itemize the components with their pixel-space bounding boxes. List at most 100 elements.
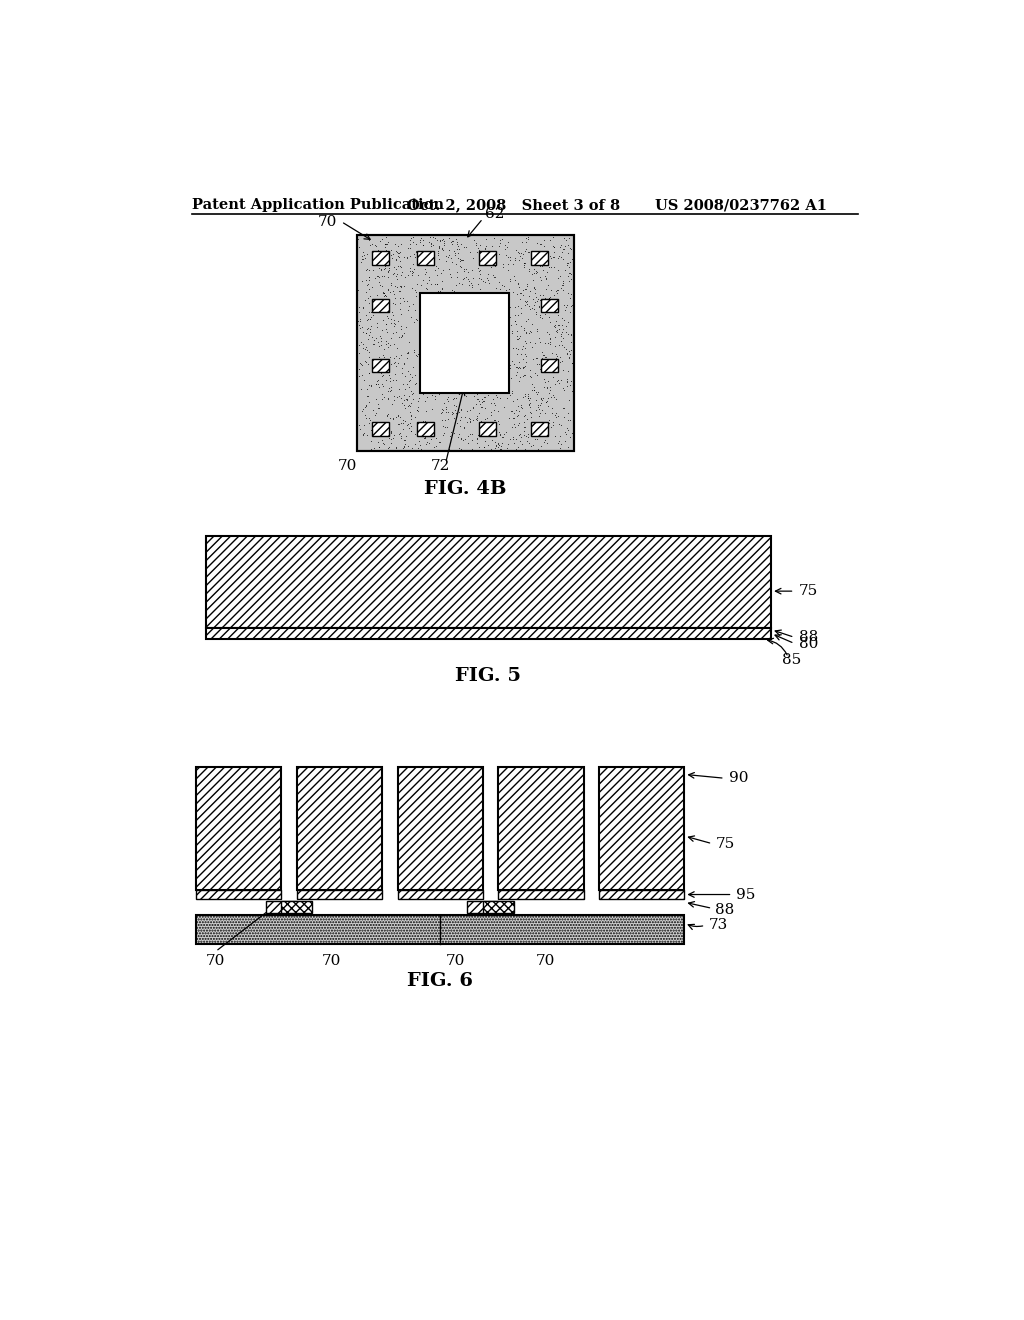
Point <box>464 337 480 358</box>
Point <box>431 282 447 304</box>
Point <box>408 345 424 366</box>
Point <box>469 429 485 450</box>
Point <box>453 438 469 459</box>
Point <box>436 296 453 317</box>
Point <box>411 285 427 306</box>
Point <box>551 265 567 286</box>
Point <box>549 298 565 319</box>
Point <box>385 409 401 430</box>
Point <box>459 400 475 421</box>
Point <box>497 235 513 256</box>
Point <box>451 315 467 337</box>
Point <box>376 433 392 454</box>
Point <box>535 424 551 445</box>
Point <box>383 272 399 293</box>
Point <box>456 321 472 342</box>
Point <box>351 352 368 374</box>
Point <box>472 393 488 414</box>
Point <box>450 297 466 318</box>
Point <box>449 412 465 433</box>
Point <box>408 424 424 445</box>
Point <box>379 321 395 342</box>
Point <box>548 348 564 370</box>
Point <box>522 403 539 424</box>
Point <box>542 228 558 249</box>
Point <box>391 243 408 264</box>
Point <box>538 371 554 392</box>
Point <box>423 372 439 393</box>
Point <box>388 387 404 408</box>
Point <box>507 305 523 326</box>
Point <box>557 260 573 281</box>
Point <box>436 360 453 381</box>
Point <box>430 338 446 359</box>
Point <box>358 275 375 296</box>
Bar <box>397 767 483 890</box>
Point <box>351 236 368 257</box>
Point <box>375 289 391 310</box>
Point <box>555 275 571 296</box>
Point <box>384 248 400 269</box>
Point <box>553 414 569 436</box>
Point <box>439 302 456 323</box>
Point <box>540 371 556 392</box>
Point <box>515 387 531 408</box>
Point <box>461 271 477 292</box>
Point <box>492 434 508 455</box>
Point <box>488 378 505 399</box>
Point <box>543 247 559 268</box>
Point <box>450 242 466 263</box>
Point <box>547 374 563 395</box>
Point <box>414 319 430 341</box>
Point <box>539 433 555 454</box>
Point <box>479 268 496 289</box>
Point <box>535 359 551 380</box>
Point <box>427 389 443 411</box>
Point <box>529 321 546 342</box>
Point <box>393 304 410 325</box>
Point <box>520 227 537 248</box>
Point <box>398 389 415 411</box>
Point <box>518 346 535 367</box>
Point <box>445 240 462 261</box>
Point <box>502 271 518 292</box>
Point <box>402 416 419 437</box>
Point <box>503 367 519 388</box>
Point <box>373 418 389 440</box>
Point <box>549 280 565 301</box>
Point <box>554 335 570 356</box>
Point <box>374 374 390 395</box>
Point <box>380 437 396 458</box>
Point <box>460 425 476 446</box>
Point <box>373 363 389 384</box>
Point <box>446 343 463 364</box>
Point <box>423 234 439 255</box>
Point <box>370 265 386 286</box>
Point <box>395 418 412 440</box>
Point <box>480 338 497 359</box>
Point <box>411 333 427 354</box>
Point <box>386 315 402 337</box>
Point <box>531 405 548 426</box>
Point <box>552 437 568 458</box>
Point <box>365 334 381 355</box>
Point <box>556 397 572 418</box>
Point <box>387 249 403 271</box>
Point <box>497 286 513 308</box>
Point <box>482 393 499 414</box>
Point <box>560 256 577 277</box>
Point <box>549 346 565 367</box>
Point <box>418 277 434 298</box>
Point <box>532 256 549 277</box>
Point <box>404 384 421 405</box>
Point <box>352 310 369 331</box>
Point <box>353 331 370 352</box>
Point <box>426 436 442 457</box>
Point <box>370 265 386 286</box>
Point <box>450 298 466 319</box>
Point <box>455 249 471 271</box>
Point <box>545 247 561 268</box>
Point <box>480 325 497 346</box>
Point <box>532 304 549 325</box>
Point <box>461 360 477 381</box>
